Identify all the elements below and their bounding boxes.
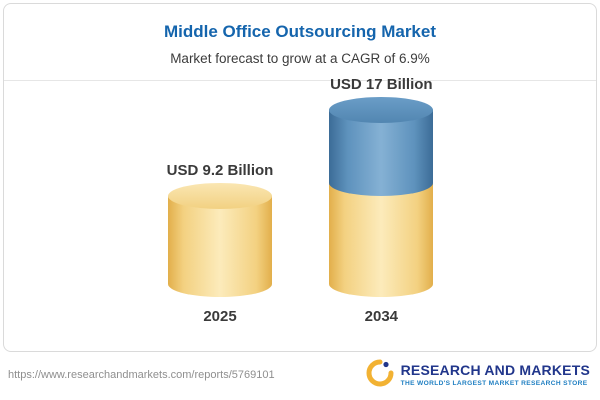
cylinder-2034-base-segment [329,183,434,297]
page-footer: https://www.researchandmarkets.com/repor… [0,354,600,400]
cylinder-2025-top-ellipse [168,183,272,209]
brand-logo-icon [365,358,395,393]
header-divider [4,80,596,81]
cylinder-2034-top-ellipse [329,97,434,123]
value-label-2034: USD 17 Billion [330,76,433,93]
cylinder-chart: USD 9.2 Billion 2025 USD 17 Billion 2034 [4,76,596,339]
chart-title: Middle Office Outsourcing Market [163,22,437,41]
brand-logo-tagline: THE WORLD'S LARGEST MARKET RESEARCH STOR… [400,380,588,388]
value-label-2025: USD 9.2 Billion [166,162,274,179]
chart-card: Middle Office Outsourcing Market Market … [3,3,597,352]
report-url[interactable]: https://www.researchandmarkets.com/repor… [8,369,275,381]
bar-group-2034: USD 17 Billion 2034 [329,76,434,325]
cylinder-2025 [168,183,272,297]
cylinder-2034-growth-segment [329,110,434,196]
chart-subtitle: Market forecast to grow at a CAGR of 6.9… [170,51,430,66]
brand-logo-title: RESEARCH AND MARKETS [400,361,590,378]
cylinder-2025-body [168,196,272,297]
brand-logo: RESEARCH AND MARKETS THE WORLD'S LARGEST… [365,358,590,393]
bar-group-2025: USD 9.2 Billion 2025 [167,162,274,325]
cylinder-2034 [329,97,434,297]
year-label-2034: 2034 [364,308,399,325]
brand-logo-text: RESEARCH AND MARKETS THE WORLD'S LARGEST… [400,361,590,388]
year-label-2025: 2025 [203,308,237,325]
